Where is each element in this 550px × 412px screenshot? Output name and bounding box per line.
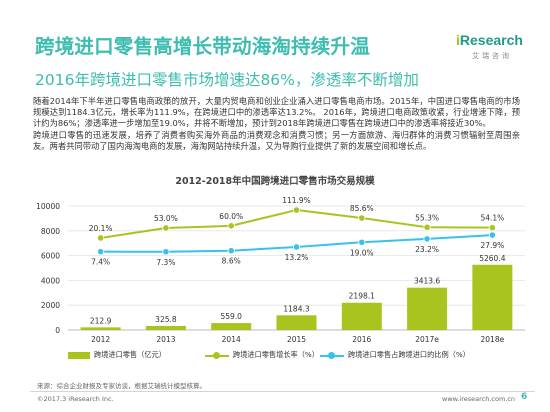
x-tick-label: 2014 xyxy=(222,335,241,344)
growth-rate-point xyxy=(162,224,170,232)
bar-value-label: 325.8 xyxy=(155,315,177,324)
growth-rate-point xyxy=(423,223,431,231)
x-tick-label: 2012 xyxy=(91,335,110,344)
growth-rate-label: 54.1% xyxy=(480,214,504,223)
bar xyxy=(145,325,186,330)
growth-rate-point xyxy=(227,222,235,230)
page-subtitle: 2016年跨境进口零售市场增速达86%，渗透率不断增加 xyxy=(35,71,419,89)
penetration-rate-label: 8.6% xyxy=(222,257,241,266)
footer-divider xyxy=(30,391,535,392)
body-paragraph-1: 随着2014年下半年进口零售电商政策的放开，大量内贸电商和创业企业涌入进口零售电… xyxy=(33,96,520,129)
x-tick-label: 2017e xyxy=(415,335,439,344)
penetration-rate-label: 13.2% xyxy=(285,253,309,262)
bar-value-label: 1184.3 xyxy=(283,304,309,313)
penetration-rate-label: 19.0% xyxy=(350,248,374,257)
copyright-text: ©2017.3 iResearch Inc. xyxy=(37,395,114,403)
page-number: 6 xyxy=(521,392,528,402)
chart-legend: 跨境进口零售（亿元） 跨境进口零售增长率（%） 跨境进口零售占跨境进口的比例（%） xyxy=(0,350,550,364)
legend-swatch xyxy=(320,351,344,359)
logo-wordmark: iResearch xyxy=(456,32,523,48)
bar xyxy=(407,287,448,330)
bar xyxy=(341,302,382,330)
penetration-rate-label: 23.2% xyxy=(415,245,439,254)
growth-rate-label: 55.3% xyxy=(415,213,439,222)
legend-item: 跨境进口零售增长率（%） xyxy=(205,350,319,360)
source-note: 来源：综合企业财报及专家访谈，根据艾瑞统计模型核算。 xyxy=(37,382,206,390)
page-title: 跨境进口零售高增长带动海淘持续升温 xyxy=(35,35,370,58)
bar-value-label: 3413.6 xyxy=(414,277,440,286)
legend-label: 跨境进口零售增长率（%） xyxy=(233,350,319,359)
penetration-rate-point xyxy=(292,243,301,251)
legend-label: 跨境进口零售占跨境进口的比例（%） xyxy=(348,350,470,359)
y-tick-label: 6000 xyxy=(41,252,60,261)
penetration-rate-point xyxy=(97,248,105,256)
chart-title: 2012-2018年中国跨境进口零售市场交易规模 xyxy=(175,176,375,187)
x-tick-label: 2015 xyxy=(287,335,306,344)
x-tick-label: 2016 xyxy=(352,335,371,344)
penetration-rate-point xyxy=(423,235,431,243)
penetration-rate-point xyxy=(227,247,235,255)
growth-rate-label: 60.0% xyxy=(219,212,243,221)
website-text: www.iresearch.com.cn xyxy=(442,395,516,403)
penetration-rate-label: 7.3% xyxy=(156,258,175,267)
bar-value-label: 5260.4 xyxy=(479,254,505,263)
growth-rate-point xyxy=(97,234,105,242)
penetration-rate-label: 27.9% xyxy=(480,241,504,250)
penetration-rate-label: 7.4% xyxy=(91,258,110,267)
growth-rate-label: 53.0% xyxy=(154,214,178,223)
bar-value-label: 2198.1 xyxy=(349,292,375,301)
bar xyxy=(211,323,252,330)
iresearch-logo: iResearch 艾瑞咨询 xyxy=(456,32,540,62)
bar xyxy=(276,315,317,330)
growth-rate-point xyxy=(358,214,366,222)
bar xyxy=(80,327,121,330)
body-text: 随着2014年下半年进口零售电商政策的放开，大量内贸电商和创业企业涌入进口零售电… xyxy=(33,96,520,152)
legend-swatch xyxy=(205,351,229,359)
bar xyxy=(472,264,513,330)
y-tick-label: 10000 xyxy=(36,202,60,211)
bar-value-label: 559.0 xyxy=(220,312,242,321)
growth-rate-label: 20.1% xyxy=(89,224,113,233)
legend-item: 跨境进口零售占跨境进口的比例（%） xyxy=(320,350,470,360)
penetration-rate-point xyxy=(488,231,496,239)
y-tick-label: 4000 xyxy=(41,276,60,285)
legend-swatch xyxy=(68,351,90,359)
penetration-rate-point xyxy=(358,238,366,246)
growth-rate-label: 85.6% xyxy=(350,204,374,213)
y-tick-label: 8000 xyxy=(41,227,60,236)
penetration-rate-point xyxy=(162,248,170,256)
bar-value-label: 212.9 xyxy=(90,316,112,325)
x-tick-label: 2018e xyxy=(481,335,505,344)
y-tick-label: 0 xyxy=(55,326,60,335)
growth-rate-point xyxy=(488,224,496,232)
x-tick-label: 2013 xyxy=(156,335,175,344)
growth-rate-label: 111.9% xyxy=(282,196,311,205)
body-paragraph-2: 跨境进口零售的迅速发展，培养了消费者购买海外商品的消费观念和消费习惯；另一方面旅… xyxy=(33,129,520,151)
logo-subtitle: 艾瑞咨询 xyxy=(472,52,512,60)
growth-rate-point xyxy=(292,206,301,214)
legend-label: 跨境进口零售（亿元） xyxy=(94,350,166,359)
y-tick-label: 2000 xyxy=(41,301,60,310)
legend-item: 跨境进口零售（亿元） xyxy=(68,350,166,360)
market-scale-chart: 0 2000 4000 6000 8000 10000 212.9 325.8 559.0 118… xyxy=(36,196,525,344)
